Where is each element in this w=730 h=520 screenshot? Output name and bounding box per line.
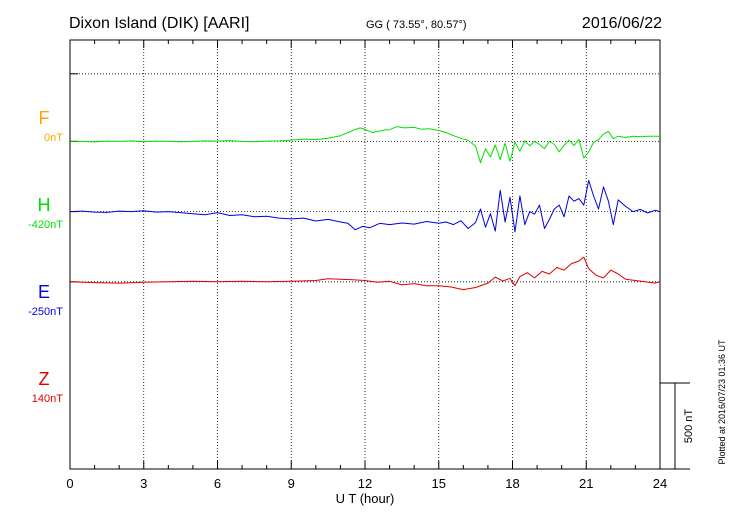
baseline-label-e: -250nT (28, 306, 63, 318)
baseline-label-h: -420nT (28, 219, 63, 231)
x-tick-label: 15 (432, 476, 446, 491)
scale-bar: 500 nT (660, 382, 695, 470)
baseline-label-z: 140nT (32, 393, 63, 405)
series-group (69, 126, 661, 291)
station-title: Dixon Island (DIK) [AARI] (69, 15, 250, 32)
x-axis-label: U T (hour) (336, 491, 395, 506)
x-tick-label: 9 (288, 476, 295, 491)
series-line-z (69, 256, 661, 291)
grid (70, 40, 660, 469)
series-line-e (69, 179, 661, 233)
x-tick-label: 0 (66, 476, 73, 491)
component-label-h: H (38, 195, 51, 215)
component-label-z: Z (39, 369, 50, 389)
plot-frame (69, 39, 661, 470)
baseline-label-f: 0nT (44, 132, 63, 144)
scale-bar-label: 500 nT (683, 409, 695, 444)
x-tick-label: 21 (579, 476, 593, 491)
component-label-f: F (39, 108, 50, 128)
x-tick-label: 24 (653, 476, 667, 491)
date-title: 2016/06/22 (582, 15, 662, 32)
x-tick-label: 12 (358, 476, 372, 491)
geographic-coordinates: GG ( 73.55°, 80.57°) (366, 19, 467, 31)
series-line-h (69, 126, 660, 164)
x-tick-label: 6 (214, 476, 221, 491)
x-tick-label: 3 (140, 476, 147, 491)
axis-ticks: 0 3 6 9 12 15 18 21 24 (66, 40, 667, 491)
x-tick-label: 18 (505, 476, 519, 491)
plotted-at-note: Plotted at 2016/07/23 01:36 UT (717, 339, 727, 465)
component-label-e: E (38, 282, 50, 302)
